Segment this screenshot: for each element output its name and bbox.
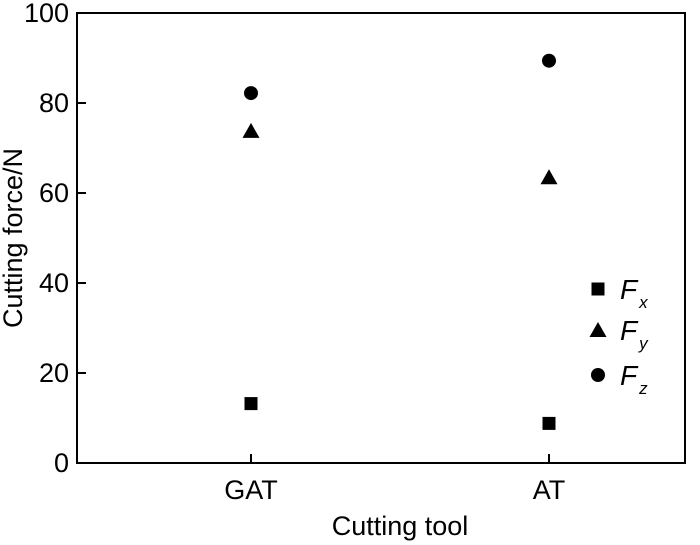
data-points (242, 53, 558, 430)
point-fy-at (540, 169, 558, 185)
y-axis-ticks: 0 20 40 60 80 100 (24, 0, 86, 478)
y-tick-label: 0 (54, 448, 69, 478)
point-fz-at (542, 53, 556, 68)
legend-marker-fy (589, 322, 607, 337)
point-fx-at (542, 416, 556, 430)
x-tick-label-at: AT (533, 475, 566, 505)
x-tick-label-gat: GAT (224, 475, 278, 505)
legend-marker-fz (591, 368, 605, 382)
plot-frame (76, 12, 686, 464)
x-axis-ticks: GAT AT (224, 454, 565, 505)
y-tick-label: 100 (24, 0, 69, 28)
y-tick-label: 60 (39, 178, 69, 208)
y-tick-label: 40 (39, 268, 69, 298)
point-fx-gat (244, 397, 258, 411)
y-tick-label: 80 (39, 88, 69, 118)
point-fy-gat (242, 122, 260, 138)
y-axis-title: Cutting force/N (0, 148, 28, 328)
legend-marker-fx (591, 282, 605, 296)
point-fz-gat (244, 86, 258, 101)
x-axis-title: Cutting tool (332, 511, 469, 541)
y-tick-label: 20 (39, 358, 69, 388)
